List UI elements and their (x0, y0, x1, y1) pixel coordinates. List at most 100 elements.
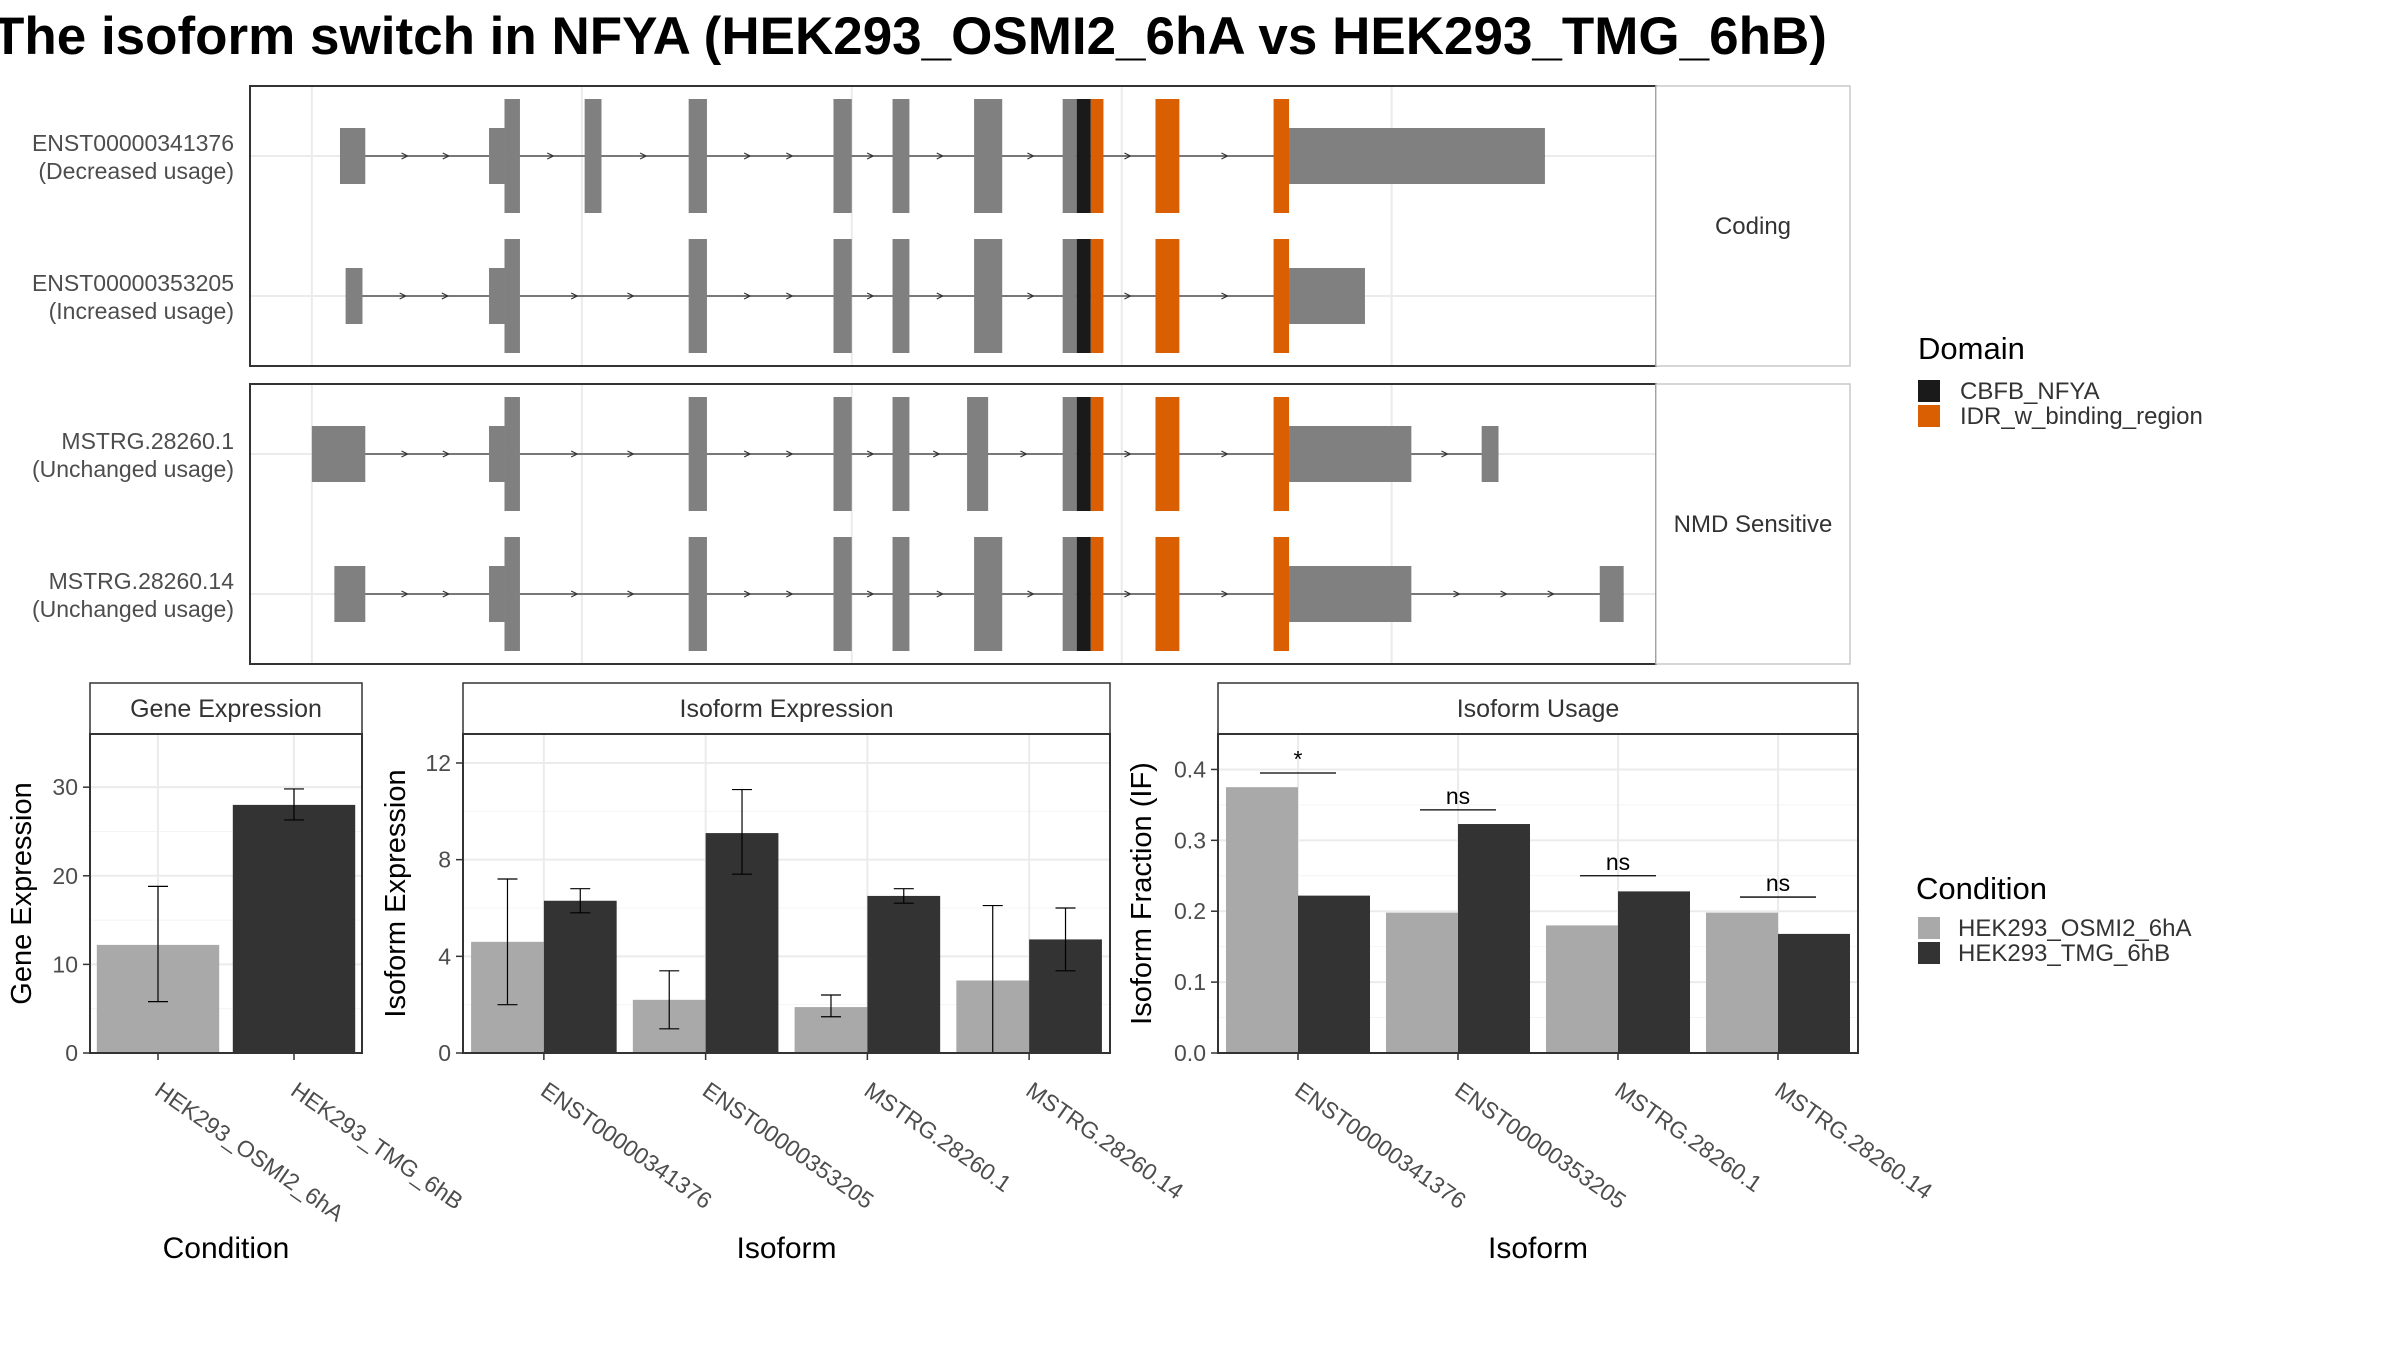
intron-arrow (627, 590, 635, 598)
panel-border (462, 733, 1111, 1054)
utr-exon (489, 426, 505, 482)
coding-exon (504, 397, 520, 511)
error-bar (570, 888, 591, 914)
significance-label: ns (1446, 783, 1470, 809)
utr-exon (1289, 426, 1412, 482)
domain-legend-key (1918, 405, 1940, 427)
significance-marker: * (1260, 746, 1336, 774)
intron-arrow (1221, 590, 1229, 598)
panel-title: Gene Expression (130, 695, 322, 723)
bar (543, 900, 617, 1053)
coding-exon (688, 397, 707, 511)
main-title: The isoform switch in NFYA (HEK293_OSMI2… (0, 6, 1900, 82)
y-tick-label: 20 (52, 863, 78, 889)
domain-idr (1273, 537, 1290, 651)
intron-arrow (1547, 590, 1556, 598)
domain-legend-key (1918, 380, 1940, 402)
intron-arrow (442, 450, 451, 458)
panel-title: Isoform Expression (680, 695, 894, 723)
bar (1778, 933, 1850, 1053)
intron-arrow (442, 590, 451, 598)
transcript-id-label: MSTRG.28260.1 (61, 428, 234, 454)
y-tick-label: 0.1 (1174, 969, 1206, 995)
transcript-ENST00000341376: ENST00000341376(Decreased usage) (32, 99, 1545, 213)
coding-exon (688, 99, 707, 213)
intron-arrow (1027, 590, 1035, 598)
intron-arrow (442, 152, 451, 160)
condition-legend-key (1918, 942, 1940, 964)
domain-idr (1273, 239, 1290, 353)
intron-arrow (401, 450, 409, 458)
intron-arrow (936, 292, 945, 300)
utr-exon (489, 128, 505, 184)
transcript-facet-2: MSTRG.28260.1(Unchanged usage)MSTRG.2826… (32, 383, 1851, 665)
transcript-MSTRG.28260.14: MSTRG.28260.14(Unchanged usage) (32, 537, 1624, 651)
x-tick-label: MSTRG.28260.1 (1610, 1077, 1766, 1197)
bar (1618, 891, 1690, 1053)
domain-cbfb-nfya (1076, 537, 1091, 651)
intron-arrow (743, 152, 752, 160)
coding-exon (584, 99, 602, 213)
panel-border (89, 733, 363, 1054)
utr-exon (489, 268, 505, 324)
domain-cbfb-nfya (1076, 239, 1091, 353)
coding-exon (504, 99, 520, 213)
panel-strip (1217, 682, 1859, 735)
y-tick-label: 4 (438, 943, 451, 969)
intron-arrow (1441, 450, 1449, 458)
bar (232, 804, 356, 1053)
significance-marker: ns (1740, 870, 1816, 898)
significance-marker: ns (1580, 849, 1656, 877)
x-axis-title: Isoform (736, 1232, 836, 1265)
bar (1226, 787, 1298, 1053)
x-tick-label: ENST00000353205 (698, 1077, 878, 1214)
bar-chart-3: Isoform Usage * ns ns ns 0.0 0.1 0.2 0.3 0.4 ENST0… (1126, 682, 1937, 1265)
utr-exon (311, 426, 366, 482)
intron-arrow (1124, 450, 1132, 458)
intron-arrow (866, 450, 875, 458)
y-tick-label: 0 (65, 1040, 78, 1066)
significance-label: * (1294, 746, 1303, 772)
y-tick-label: 0.0 (1174, 1040, 1206, 1066)
coding-exon (688, 537, 707, 651)
x-tick-label: ENST00000341376 (536, 1077, 716, 1214)
intron-arrow (932, 450, 941, 458)
panel-title: Isoform Usage (1457, 695, 1620, 723)
intron-arrow (1027, 292, 1035, 300)
domain-legend-label: IDR_w_binding_region (1960, 403, 2203, 430)
coding-exon (833, 397, 852, 511)
coding-exon (967, 397, 989, 511)
y-tick-label: 0.2 (1174, 898, 1206, 924)
coding-exon (1062, 99, 1077, 213)
intron-arrow (1500, 590, 1508, 598)
intron-arrow (786, 450, 794, 458)
error-bar (820, 994, 841, 1018)
x-axis-title: Condition (163, 1232, 290, 1265)
panel-strip (89, 682, 363, 735)
transcript-usage-label: (Unchanged usage) (32, 456, 234, 482)
domain-idr (1090, 239, 1104, 353)
x-tick-label: MSTRG.28260.14 (1770, 1077, 1937, 1205)
transcript-MSTRG.28260.1: MSTRG.28260.1(Unchanged usage) (32, 397, 1499, 511)
intron-arrow (401, 152, 409, 160)
bar (1458, 824, 1530, 1053)
coding-exon (1062, 537, 1077, 651)
domain-cbfb-nfya (1076, 99, 1091, 213)
error-bar (148, 885, 168, 1003)
facet-panel (250, 384, 1656, 664)
y-tick-label: 8 (438, 847, 451, 873)
coding-exon (892, 239, 910, 353)
coding-exon (892, 99, 910, 213)
coding-exon (974, 537, 1003, 651)
intron-arrow (1124, 590, 1132, 598)
intron-arrow (570, 450, 579, 458)
utr-exon (339, 128, 366, 184)
transcript-id-label: ENST00000353205 (32, 270, 234, 296)
transcript-id-label: ENST00000341376 (32, 130, 234, 156)
bar (1298, 895, 1370, 1053)
coding-exon (1062, 239, 1077, 353)
transcript-ENST00000353205: ENST00000353205(Increased usage) (32, 239, 1365, 353)
error-bar (1055, 907, 1076, 972)
